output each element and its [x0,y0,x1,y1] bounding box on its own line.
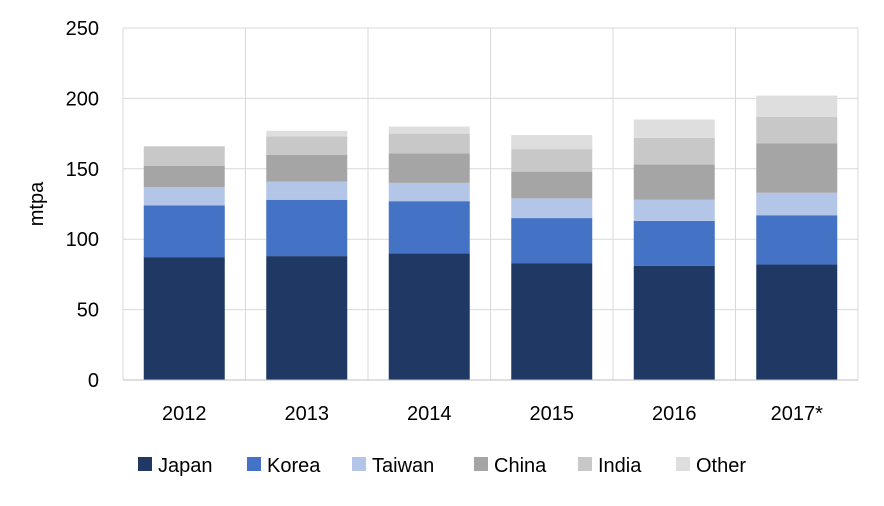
x-tick-label: 2014 [407,403,452,425]
bar-segment-india [633,137,715,165]
y-tick-label: 250 [66,18,99,40]
bar-segment-other [756,95,838,117]
x-tick-label: 2013 [285,403,330,425]
bar-segment-korea [511,218,593,264]
y-tick-label: 50 [77,300,99,322]
bar-segment-taiwan [266,181,348,200]
bar-segment-india [143,146,225,166]
bar-segment-korea [143,205,225,258]
legend-swatch-india [578,457,592,471]
bar-segment-japan [266,256,348,380]
y-tick-label: 0 [88,370,99,392]
bar-segment-japan [388,253,470,380]
bar-segment-india [266,136,348,155]
axes: 0 50 100 150 200 250 2012 2013 2014 2015 2016 2017* [66,18,858,425]
legend-swatch-taiwan [352,457,366,471]
x-tick-label: 2016 [652,403,697,425]
bar-segment-korea [388,201,470,254]
bar-segment-japan [143,257,225,380]
bar-segment-china [511,171,593,199]
legend-label-japan: Japan [158,455,213,477]
bar-segment-china [388,153,470,183]
gridlines [122,27,859,380]
legend-label-taiwan: Taiwan [372,455,434,477]
y-tick-label: 150 [66,159,99,181]
bar-segment-china [756,143,838,193]
bar-segment-korea [756,215,838,265]
bar-segment-taiwan [143,187,225,206]
bar-segment-india [511,149,593,172]
x-tick-label: 2012 [162,403,207,425]
legend-label-china: China [494,455,547,477]
bar-segment-japan [633,265,715,380]
y-tick-label: 200 [66,88,99,110]
bar-segment-taiwan [756,192,838,216]
y-tick-label: 100 [66,229,99,251]
bars [143,95,838,380]
legend-label-korea: Korea [267,455,321,477]
bar-segment-taiwan [388,182,470,202]
bar-segment-korea [266,199,348,257]
legend-swatch-japan [138,457,152,471]
legend: Japan Korea Taiwan China India Other [138,455,746,477]
legend-swatch-korea [247,457,261,471]
bar-segment-china [633,164,715,200]
x-tick-label: 2017* [771,403,823,425]
bar-segment-taiwan [633,199,715,221]
y-axis-label: mtpa [26,181,48,226]
legend-label-other: Other [696,455,746,477]
bar-segment-korea [633,220,715,266]
bar-segment-china [266,154,348,182]
legend-swatch-china [474,457,488,471]
bar-segment-other [511,135,593,150]
bar-segment-other [266,130,348,137]
bar-segment-other [633,119,715,138]
x-tick-label: 2015 [530,403,575,425]
legend-swatch-other [676,457,690,471]
bar-segment-taiwan [511,198,593,219]
bar-segment-india [756,116,838,144]
bar-segment-japan [756,264,838,380]
legend-label-india: India [598,455,642,477]
bar-segment-china [143,165,225,188]
bar-segment-india [388,133,470,154]
bar-segment-japan [511,263,593,380]
bar-segment-other [388,126,470,134]
